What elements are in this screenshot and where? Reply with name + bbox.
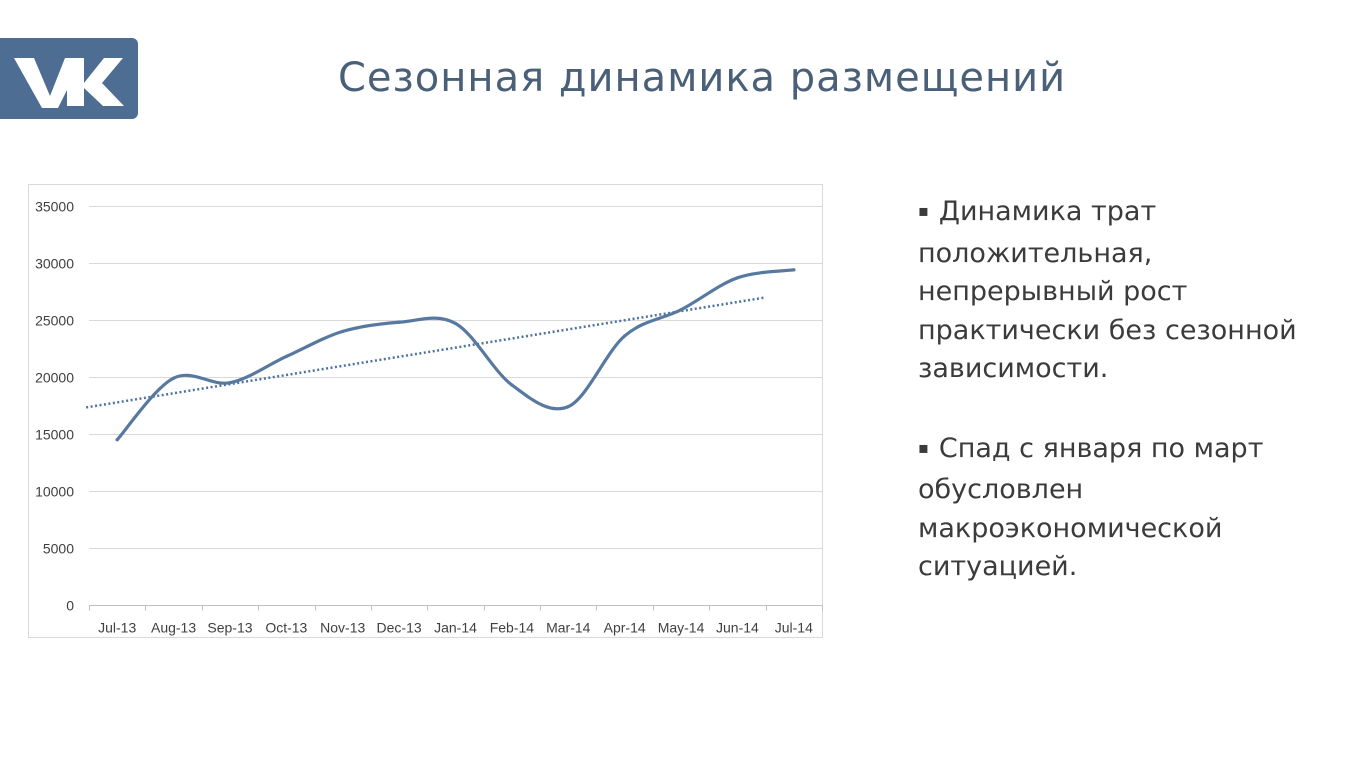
bullet-marker-icon: ▪ [918, 437, 929, 457]
x-tick-label: Jul-13 [98, 620, 136, 636]
vk-logo [0, 38, 138, 119]
data-point [284, 354, 288, 359]
bullet-text: Спад с января по март обусловлен макроэк… [918, 432, 1264, 583]
x-tick-label: Jan-14 [434, 620, 477, 636]
data-point [341, 329, 345, 333]
y-tick-label: 5000 [43, 541, 74, 557]
data-point [115, 438, 119, 442]
y-tick-label: 25000 [35, 313, 74, 329]
page-title: Сезонная динамика размещений [338, 55, 1067, 101]
bullet-item: ▪ Спад с января по март обусловлен макроэ… [918, 430, 1318, 587]
y-tick-label: 15000 [35, 427, 74, 443]
data-point [735, 276, 740, 280]
y-tick-label: 0 [66, 598, 74, 614]
data-point [679, 308, 683, 312]
y-tick-label: 30000 [35, 256, 74, 272]
y-tick-label: 20000 [35, 370, 74, 386]
bullet-text: Динамика трат положительная, непрерывный… [918, 196, 1297, 384]
data-point [171, 376, 176, 380]
x-tick-label: Oct-13 [265, 620, 307, 636]
x-tick-label: Jun-14 [716, 620, 759, 636]
bullet-marker-icon: ▪ [918, 201, 929, 220]
bullet-list: ▪ Динамика трат положительная, непрерывны… [918, 193, 1318, 628]
data-point [792, 268, 796, 272]
chart-frame [28, 184, 823, 638]
data-point [228, 381, 232, 385]
x-tick-label: Nov-13 [320, 620, 365, 636]
data-point [566, 405, 570, 409]
x-tick-label: May-14 [658, 620, 705, 636]
x-tick-label: Apr-14 [604, 620, 646, 636]
chart-svg: 0 5000 10000 15000 20000 25000 30000 35000 Jul-1… [28, 184, 823, 638]
x-tick-label: Sep-13 [207, 620, 252, 636]
vk-logo-icon [14, 58, 124, 108]
data-point [453, 321, 458, 326]
data-point [397, 320, 401, 324]
y-tick-label: 35000 [35, 199, 74, 215]
x-tick-label: Dec-13 [377, 620, 422, 636]
line-chart: 0 5000 10000 15000 20000 25000 30000 35000 Jul-1… [0, 170, 840, 650]
y-tick-label: 10000 [35, 484, 74, 500]
data-point [623, 334, 627, 338]
data-point [510, 383, 514, 387]
bullet-item: ▪ Динамика трат положительная, непрерывны… [918, 193, 1318, 389]
x-tick-label: Aug-13 [151, 620, 196, 636]
x-tick-label: Mar-14 [546, 620, 591, 636]
x-tick-label: Jul-14 [775, 620, 813, 636]
x-tick-label: Feb-14 [490, 620, 535, 636]
